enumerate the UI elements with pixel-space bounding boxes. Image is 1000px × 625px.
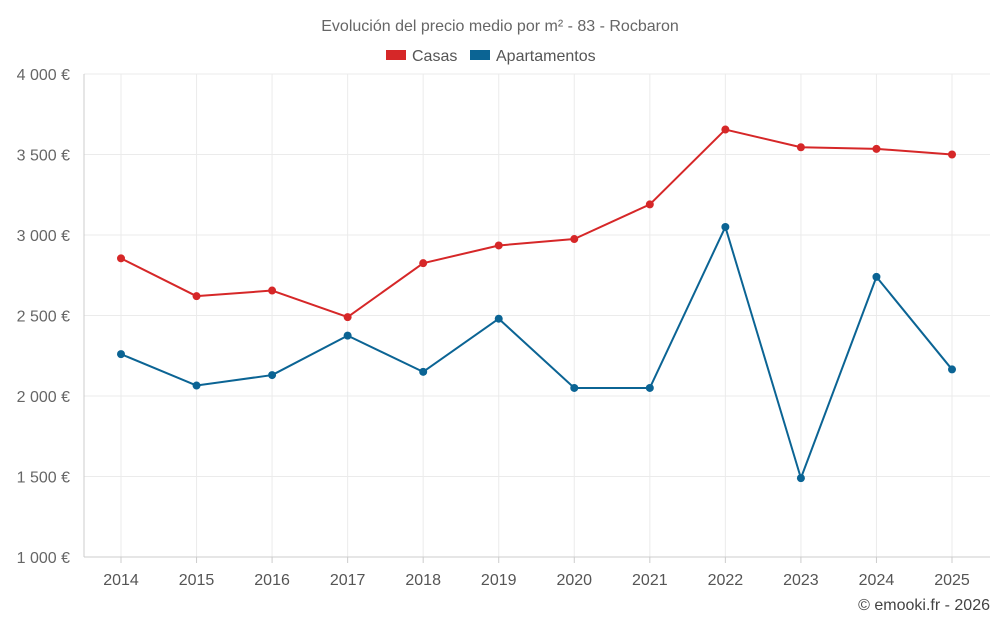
data-point-casas[interactable] [494, 241, 503, 250]
legend-swatch-apartamentos [470, 50, 490, 60]
chart-title: Evolución del precio medio por m² - 83 -… [321, 18, 679, 35]
legend-label-casas: Casas [412, 48, 457, 65]
data-point-casas[interactable] [419, 259, 428, 268]
data-point-casas[interactable] [268, 286, 277, 295]
credit-text: © emooki.fr - 2026 [858, 597, 990, 614]
data-point-casas[interactable] [117, 254, 125, 263]
y-tick-label: 4 000 € [17, 67, 70, 84]
data-point-casas[interactable] [948, 150, 956, 159]
legend-swatch-casas [386, 50, 406, 60]
x-tick-label: 2015 [179, 572, 215, 589]
data-point-casas[interactable] [721, 125, 730, 134]
data-point-apartamentos[interactable] [948, 365, 956, 374]
data-point-apartamentos[interactable] [570, 383, 579, 392]
x-tick-label: 2022 [708, 572, 744, 589]
data-point-casas[interactable] [645, 200, 654, 209]
x-tick-label: 2014 [103, 572, 139, 589]
data-point-casas[interactable] [796, 143, 805, 152]
data-point-apartamentos[interactable] [796, 474, 805, 483]
data-point-apartamentos[interactable] [117, 350, 125, 359]
legend-label-apartamentos: Apartamentos [496, 48, 596, 65]
x-tick-label: 2018 [405, 572, 441, 589]
data-point-apartamentos[interactable] [192, 381, 201, 390]
y-tick-label: 3 500 € [17, 148, 70, 165]
x-tick-label: 2023 [783, 572, 819, 589]
data-point-apartamentos[interactable] [494, 314, 503, 323]
y-tick-label: 3 000 € [17, 228, 70, 245]
data-point-casas[interactable] [872, 144, 881, 153]
series-line-casas [120, 128, 953, 319]
x-tick-label: 2021 [632, 572, 668, 589]
y-tick-label: 1 500 € [17, 470, 70, 487]
legend-item-casas[interactable]: Casas [386, 48, 457, 65]
x-tick-label: 2025 [934, 572, 970, 589]
legend: Casas Apartamentos [386, 48, 596, 65]
series-layer [117, 125, 956, 483]
data-point-apartamentos[interactable] [645, 383, 654, 392]
data-point-casas[interactable] [192, 292, 201, 301]
legend-item-apartamentos[interactable]: Apartamentos [470, 48, 596, 65]
data-point-apartamentos[interactable] [721, 222, 730, 231]
x-tick-label: 2020 [556, 572, 592, 589]
y-axis: 1 000 € 1 500 € 2 000 € 2 500 € 3 000 € 3 500… [17, 67, 85, 567]
grid [84, 73, 990, 558]
data-point-apartamentos[interactable] [268, 371, 277, 380]
data-point-casas[interactable] [343, 313, 352, 322]
data-point-apartamentos[interactable] [343, 331, 352, 340]
x-tick-label: 2019 [481, 572, 517, 589]
x-axis: 2014 2015 2016 2017 2018 2019 2020 2021 2022 2023… [84, 556, 990, 589]
x-tick-label: 2024 [859, 572, 895, 589]
series-apartamentos [117, 222, 956, 483]
y-tick-label: 2 500 € [17, 309, 70, 326]
series-line-apartamentos [120, 225, 953, 480]
data-point-casas[interactable] [570, 235, 579, 244]
data-point-apartamentos[interactable] [872, 272, 881, 281]
x-tick-label: 2016 [254, 572, 290, 589]
series-casas [117, 125, 956, 322]
y-tick-label: 1 000 € [17, 550, 70, 567]
y-tick-label: 2 000 € [17, 389, 70, 406]
data-point-apartamentos[interactable] [419, 367, 428, 376]
x-tick-label: 2017 [330, 572, 366, 589]
